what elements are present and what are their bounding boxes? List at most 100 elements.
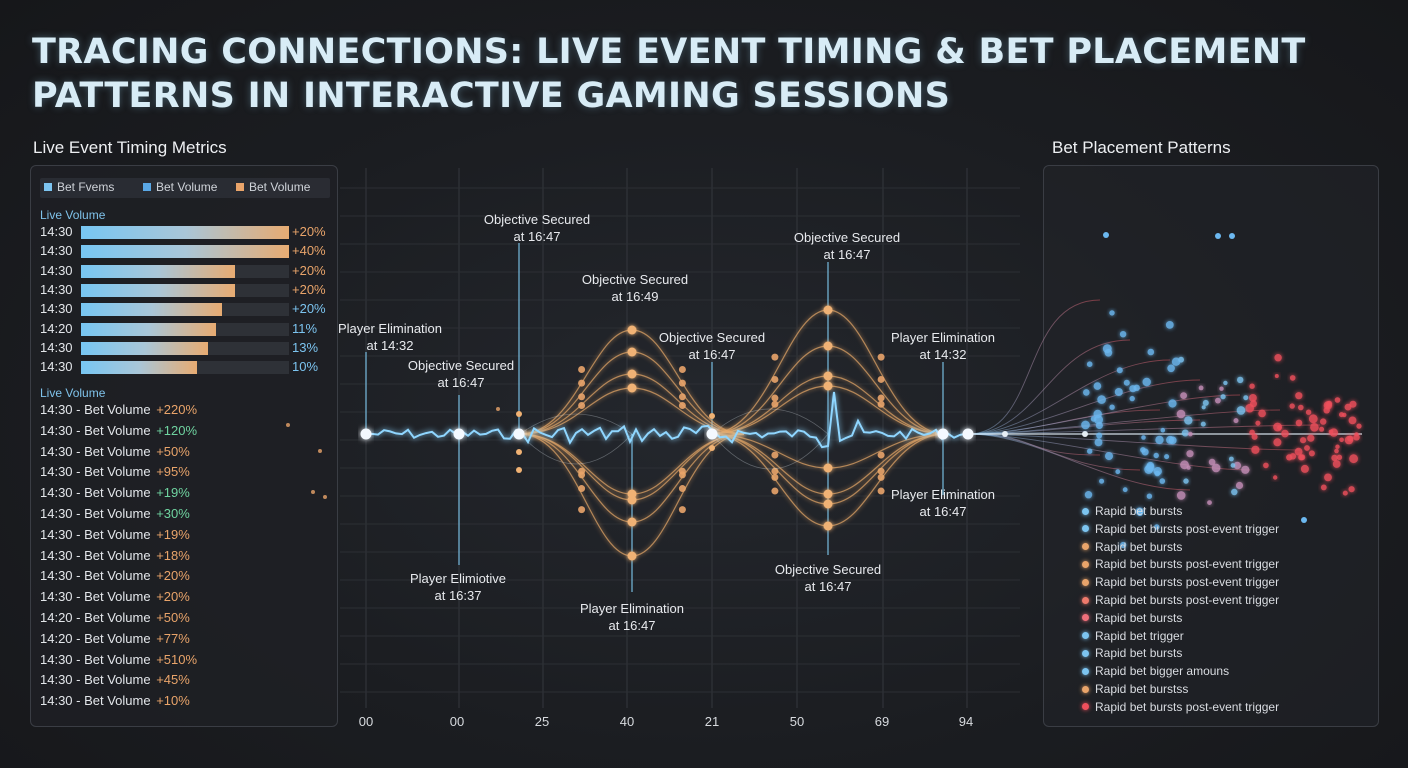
- bet-point: [1087, 448, 1093, 454]
- bet-point: [1336, 454, 1343, 460]
- bar-fill: [81, 226, 289, 239]
- bet-point: [1289, 375, 1296, 381]
- envelope-node: [678, 401, 686, 409]
- bet-point: [1295, 419, 1303, 427]
- event-node: [516, 467, 522, 473]
- envelope-node: [823, 371, 833, 381]
- bet-point: [1308, 450, 1315, 457]
- right-legend-label: Rapid bet bursts post-event trigger: [1095, 593, 1280, 607]
- bet-point: [1251, 433, 1258, 440]
- bet-point: [1104, 349, 1113, 357]
- annotation-line-2: at 14:32: [366, 338, 414, 353]
- bar-time: 14:30: [40, 301, 73, 317]
- annotation-line-1: Player Elimination: [890, 330, 996, 345]
- annotation-line-2: at 16:47: [919, 504, 967, 519]
- bet-point: [1167, 364, 1175, 373]
- envelope-node: [578, 471, 586, 479]
- bet-point: [1348, 416, 1357, 425]
- bet-point: [1099, 478, 1105, 484]
- bet-point: [1215, 397, 1221, 404]
- right-legend-label: Rapid bet bursts post-event trigger: [1095, 699, 1280, 714]
- list-item-pct: +20%: [156, 568, 190, 584]
- list-item: 14:30 - Bet Volume +30%: [40, 506, 190, 521]
- right-legend-label: Rapid bet bursts: [1095, 646, 1183, 661]
- list-item: 14:30 - Bet Volume +45%: [40, 672, 190, 687]
- right-legend-label: Rapid bet bursts: [1095, 539, 1183, 554]
- fan-curve: [967, 433, 1191, 491]
- envelope-node: [877, 473, 885, 481]
- bet-point: [1289, 403, 1295, 409]
- event-node: [709, 445, 715, 451]
- list-item-text: 14:30 - Bet Volume: [40, 402, 151, 417]
- bet-point: [1154, 524, 1160, 530]
- list-item: 14:20 - Bet Volume +50%: [40, 610, 190, 625]
- list-item-text: 14:30 - Bet Volume: [40, 485, 151, 501]
- list-item-text: 14:20 - Bet Volume: [40, 630, 151, 646]
- list-item-pct: +20%: [156, 589, 190, 605]
- bar-fill: [81, 341, 208, 355]
- event-annotation: Objective Secured at 16:47: [794, 229, 900, 263]
- x-tick-label: 94: [958, 714, 974, 729]
- list-item: 14:30 - Bet Volume +20%: [40, 568, 190, 583]
- bar-track: [81, 303, 289, 317]
- right-legend-label: Rapid bet bursts post-event trigger: [1095, 575, 1280, 590]
- bet-point: [1334, 397, 1341, 403]
- list-item: 14:30 - Bet Volume +220%: [40, 402, 197, 417]
- right-legend-item: Rapid bet bigger amouns: [1082, 664, 1229, 678]
- bar-row: 14:30 +40%: [40, 243, 340, 260]
- bet-point: [1319, 426, 1325, 432]
- right-legend-label: Rapid bet bursts: [1095, 610, 1183, 625]
- spark-dot: [286, 423, 290, 427]
- bet-point: [1300, 437, 1307, 444]
- page-title: TRACING CONNECTIONS: LIVE EVENT TIMING &…: [32, 30, 1332, 118]
- right-legend-label: Rapid bet bursts post-event trigger: [1095, 557, 1280, 572]
- envelope-node: [823, 341, 833, 351]
- right-legend-item: Rapid bet bursts post-event trigger: [1082, 593, 1279, 607]
- bar-row: 14:20 11%: [40, 321, 340, 338]
- title-line-1: TRACING CONNECTIONS: LIVE EVENT TIMING &…: [32, 32, 1306, 72]
- annotation-line-1: Objective Secured: [407, 358, 515, 373]
- envelope-node: [771, 353, 779, 361]
- bet-point: [1129, 395, 1135, 402]
- right-legend-item: Rapid bet bursts: [1082, 646, 1182, 660]
- legend-item-2: Bet Volume: [143, 180, 217, 194]
- bet-point: [1137, 510, 1143, 516]
- list-item-pct: +19%: [156, 485, 190, 501]
- bar-fill: [81, 322, 217, 336]
- bet-point: [1356, 423, 1362, 429]
- bar-row: 14:30 +20%: [40, 301, 340, 318]
- bar-track: [81, 264, 289, 278]
- bar-time: 14:30: [40, 243, 73, 259]
- event-annotation: Objective Secured at 16:49: [582, 271, 688, 305]
- bet-point: [1298, 454, 1305, 461]
- x-tick-label: 00: [358, 714, 374, 729]
- right-legend-label: Rapid bet trigger: [1095, 628, 1184, 643]
- list-item-pct: +30%: [156, 506, 190, 521]
- annotation-line-1: Player Elimiotive: [409, 571, 507, 586]
- bet-point: [1211, 463, 1221, 473]
- bet-point: [1120, 541, 1127, 549]
- bet-point: [1180, 460, 1189, 470]
- bars-label: Live Volume: [40, 208, 106, 222]
- bet-point: [1258, 409, 1266, 418]
- legend-dot: [1082, 578, 1089, 586]
- event-annotation: Objective Secured at 16:47: [408, 357, 514, 391]
- legend-dot: [1082, 703, 1089, 711]
- bar-fill: [81, 245, 289, 259]
- right-legend-label: Rapid bet bursts post-event trigger: [1095, 521, 1280, 536]
- bet-point: [1328, 429, 1334, 435]
- bet-point: [1183, 478, 1189, 484]
- right-legend-item: Rapid bet bursts post-event trigger: [1082, 575, 1279, 589]
- fan-curve: [967, 359, 1171, 435]
- envelope-node: [627, 551, 637, 561]
- title-line-2: PATTERNS IN INTERACTIVE GAMING SESSIONS: [32, 76, 951, 116]
- event-node: [1082, 431, 1088, 437]
- x-tick-label: 00: [449, 714, 465, 729]
- envelope-curve: [519, 373, 745, 435]
- bet-point: [1084, 491, 1093, 499]
- bet-point: [1249, 394, 1257, 402]
- bet-point: [1083, 389, 1090, 396]
- bet-point: [1235, 481, 1244, 490]
- list-item-text: 14:30 - Bet Volume: [40, 526, 151, 542]
- list-item: 14:30 - Bet Volume +10%: [40, 693, 190, 708]
